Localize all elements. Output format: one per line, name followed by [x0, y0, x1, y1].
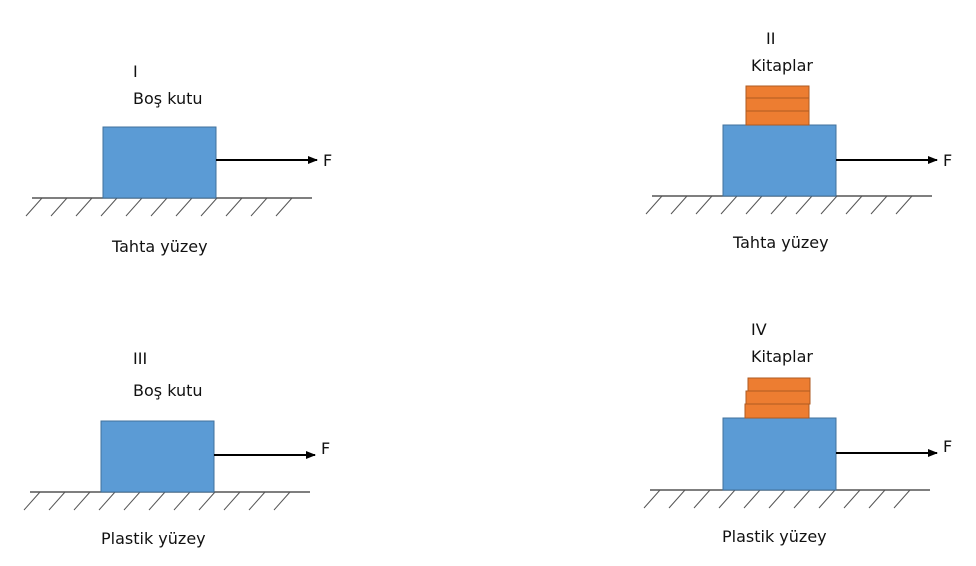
- box: [100, 420, 215, 493]
- ground-hatching: [645, 195, 932, 215]
- panel-number: IV: [751, 320, 767, 339]
- panel-3: F III Boş kutu Plastik yüzey: [23, 349, 330, 548]
- load-label: Kitaplar: [751, 347, 813, 366]
- panel-1: F I Boş kutu Tahta yüzey: [25, 62, 332, 256]
- box: [722, 417, 837, 491]
- panel-2: F II Kitaplar Tahta yüzey: [645, 29, 952, 252]
- surface-label: Tahta yüzey: [732, 233, 829, 252]
- panel-number: III: [133, 349, 147, 368]
- box: [102, 126, 217, 199]
- surface-label: Plastik yüzey: [722, 527, 827, 546]
- surface-label: Plastik yüzey: [101, 529, 206, 548]
- box: [722, 124, 837, 197]
- ground-hatching: [643, 489, 930, 509]
- books-stack: [745, 85, 810, 126]
- panel-4: F IV Kitaplar Plastik yüzey: [643, 320, 952, 546]
- ground-hatching: [23, 491, 310, 511]
- surface-label: Tahta yüzey: [111, 237, 208, 256]
- load-label: Boş kutu: [133, 89, 203, 108]
- load-label: Boş kutu: [133, 381, 203, 400]
- force-label: F: [323, 151, 332, 170]
- load-label: Kitaplar: [751, 56, 813, 75]
- force-label: F: [321, 439, 330, 458]
- force-label: F: [943, 151, 952, 170]
- panel-number: II: [766, 29, 775, 48]
- force-label: F: [943, 437, 952, 456]
- ground-hatching: [25, 197, 312, 217]
- panel-number: I: [133, 62, 138, 81]
- books-stack: [744, 377, 811, 419]
